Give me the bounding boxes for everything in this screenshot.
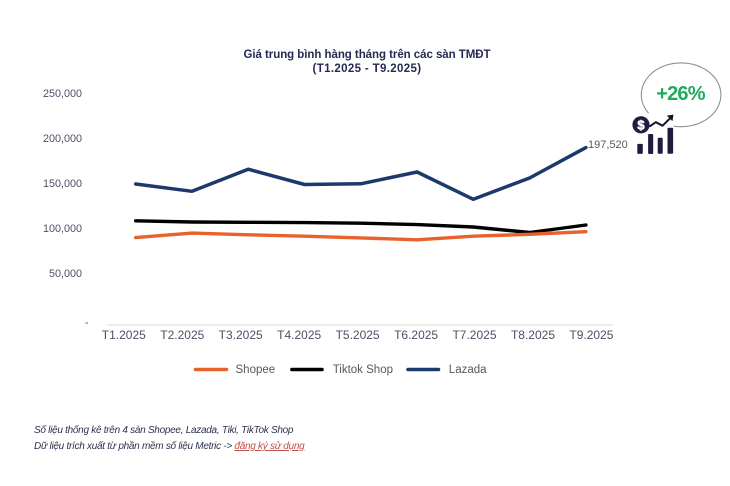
svg-text:$: $ <box>637 117 645 132</box>
